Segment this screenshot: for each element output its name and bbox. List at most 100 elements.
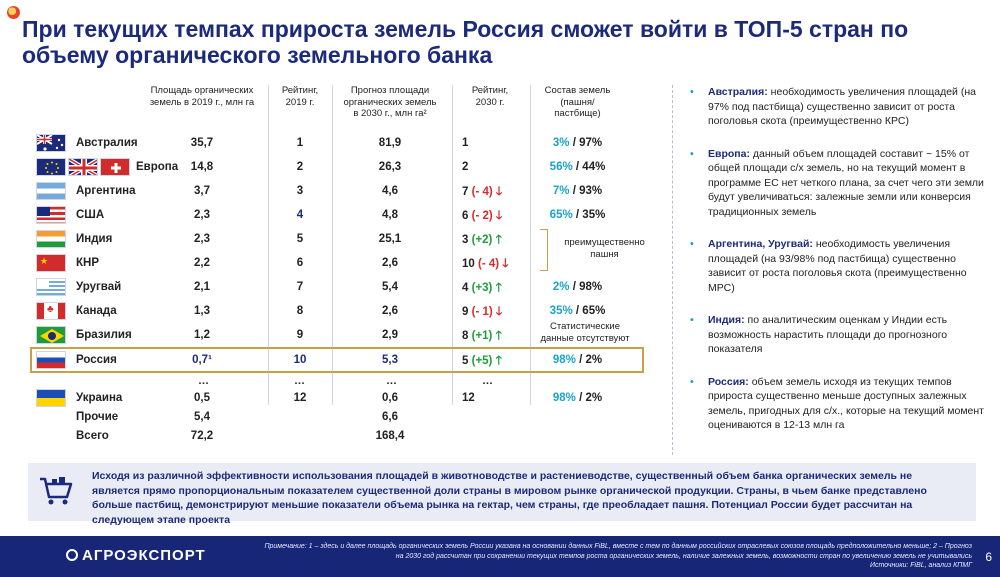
table-row: ★ КНР 2,2 6 2,6 10 (- 4) 🡓 [30, 251, 650, 275]
country-name: Канада [76, 305, 117, 317]
table-row-total: Всего 72,2 168,4 [30, 424, 650, 448]
canada-flag-icon: ♣ [36, 302, 66, 320]
ellipsis: … [198, 375, 209, 387]
rank-2030: 8 (+1) 🡑 [462, 328, 502, 342]
no-stats-note: Статистические данные отсутствуют [540, 321, 630, 344]
commentary-item: • Австралия: необходимость увеличения пло… [690, 86, 976, 127]
rank-2019: 6 [296, 257, 304, 269]
area-2019: 3,7 [194, 185, 210, 197]
land-share: 56% / 44% [549, 161, 606, 173]
conclusion-box: Исходя из различной эффективности исполь… [28, 463, 976, 526]
rank-2030: 4 (+3) 🡑 [462, 280, 502, 294]
area-2019: 2,2 [194, 257, 210, 269]
forecast-2030: 6,6 [382, 411, 398, 423]
table-row-others: Прочие 5,4 6,6 [30, 405, 650, 429]
land-share: 65% / 35% [549, 209, 606, 221]
commentary-item: • Индия: по аналитическим оценкам у Индии… [690, 314, 948, 355]
header-forecast-2030: Прогноз площади органических земель в 20… [343, 85, 437, 119]
uk-flag-icon [68, 158, 98, 176]
usa-flag-icon [36, 206, 66, 224]
arrow-up-icon: 🡑 [495, 280, 502, 294]
country-name: Бразилия [76, 329, 132, 341]
arrow-down-icon: 🡓 [495, 184, 503, 198]
arrow-down-icon: 🡓 [495, 208, 503, 222]
header-rank-2019: Рейтинг, 2019 г. [281, 85, 319, 108]
china-flag-icon: ★ [36, 254, 66, 272]
column-divider [452, 85, 453, 405]
table-row: США 2,3 4 4,8 6 (- 2) 🡓 65% / 35% [30, 203, 650, 227]
land-share: 2% / 98% [552, 281, 603, 293]
arrow-down-icon: 🡓 [502, 256, 509, 270]
rank-2030: 1 [462, 137, 469, 149]
country-name: Уругвай [76, 281, 122, 293]
country-name: Австралия [76, 137, 138, 149]
forecast-2030: 5,3 [382, 354, 398, 366]
area-2019: 1,3 [194, 305, 210, 317]
commentary-item: • Европа: данный объем площадей составит … [690, 147, 984, 218]
ranking-table: Площадь органических земель в 2019 г., м… [30, 85, 650, 445]
table-row: Европа 14,8 2 26,3 2 56% / 44% [30, 155, 650, 179]
rank-2030: 2 [462, 161, 469, 173]
rank-2019: 2 [296, 161, 304, 173]
arrow-up-icon: 🡑 [495, 353, 502, 367]
area-2019: 2,1 [194, 281, 210, 293]
rank-2019: 10 [293, 354, 307, 366]
country-name: КНР [76, 257, 99, 269]
country-name: США [76, 209, 105, 221]
table-row: Украина 0,5 12 0,6 12 98% / 2% [30, 386, 650, 410]
forecast-2030: 4,6 [382, 185, 398, 197]
country-name: Россия [76, 354, 117, 366]
arrow-down-icon: 🡓 [495, 304, 503, 318]
table-row: ♣ Канада 1,3 8 2,6 9 (- 1) 🡓 35% / 65% [30, 299, 650, 323]
table-row: Бразилия 1,2 9 2,9 8 (+1) 🡑 [30, 323, 650, 347]
rank-2019: 3 [296, 185, 304, 197]
area-2019: 0,7¹ [192, 354, 212, 366]
forecast-2030: 168,4 [375, 430, 405, 442]
land-share: 98% / 2% [552, 354, 603, 366]
area-2019: 1,2 [194, 329, 210, 341]
russia-flag-icon [36, 351, 66, 369]
ukraine-flag-icon [36, 389, 66, 407]
land-share: 7% / 93% [552, 185, 603, 197]
area-2019: 2,3 [194, 209, 210, 221]
forecast-2030: 26,3 [378, 161, 402, 173]
india-flag-icon [36, 230, 66, 248]
uruguay-flag-icon [36, 278, 66, 296]
rank-2019: 8 [296, 305, 304, 317]
forecast-2030: 25,1 [378, 233, 402, 245]
forecast-2030: 2,6 [382, 305, 398, 317]
rank-2030: 10 (- 4) 🡓 [462, 256, 509, 270]
country-name: Индия [76, 233, 113, 245]
shopping-cart-icon [40, 477, 73, 505]
mostly-arable-note: преимущественно пашня [564, 237, 645, 260]
conclusion-text: Исходя из различной эффективности исполь… [92, 470, 927, 526]
rank-2019: 1 [296, 137, 304, 149]
brazil-flag-icon [36, 326, 66, 344]
land-share: 3% / 97% [552, 137, 603, 149]
country-name: Украина [76, 392, 123, 404]
land-share: 35% / 65% [549, 305, 606, 317]
forecast-2030: 2,9 [382, 329, 398, 341]
rank-2019: 5 [296, 233, 304, 245]
page-title: При текущих темпах прироста земель Росси… [22, 16, 909, 68]
arrow-up-icon: 🡑 [495, 232, 502, 246]
country-name: Аргентина [76, 185, 136, 197]
footer: АГРОЭКСПОРТ Примечание: 1 – здесь и дале… [0, 536, 1000, 577]
column-divider [530, 85, 531, 405]
country-name: Европа [136, 161, 179, 173]
rank-2019: 12 [293, 392, 307, 404]
page-number: 6 [985, 550, 992, 564]
russia-highlight-box [30, 347, 644, 373]
area-2019: 0,5 [194, 392, 210, 404]
ellipsis: … [482, 375, 493, 387]
area-2019: 35,7 [190, 137, 214, 149]
commentary-panel: • Австралия: необходимость увеличения пло… [672, 85, 984, 455]
table-row: Аргентина 3,7 3 4,6 7 (- 4) 🡓 7% / 93% [30, 179, 650, 203]
commentary-item: • Аргентина, Уругвай: необходимость увели… [690, 238, 967, 294]
australia-flag-icon [36, 134, 66, 152]
rank-2030: 12 [462, 392, 475, 404]
land-share: 98% / 2% [552, 392, 603, 404]
footer-logo: АГРОЭКСПОРТ [66, 547, 206, 564]
forecast-2030: 4,8 [382, 209, 398, 221]
bracket [540, 229, 548, 271]
